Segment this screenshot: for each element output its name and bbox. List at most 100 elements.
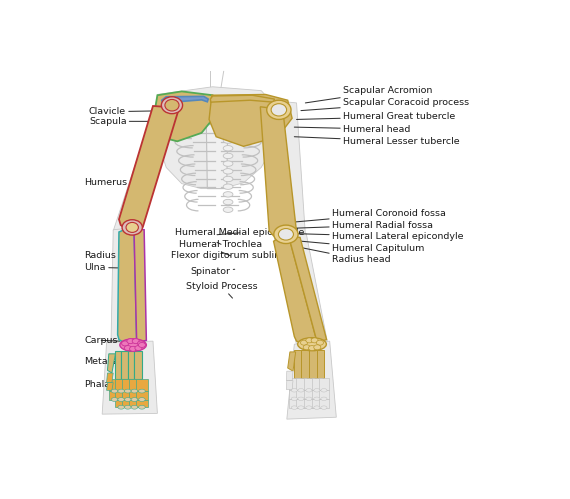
Ellipse shape	[314, 406, 320, 409]
Text: Carpus: Carpus	[84, 336, 120, 345]
Text: Humeral Medial epicondyle: Humeral Medial epicondyle	[175, 228, 304, 238]
Ellipse shape	[306, 397, 312, 401]
Polygon shape	[319, 399, 329, 408]
Ellipse shape	[118, 389, 124, 393]
Polygon shape	[136, 400, 148, 407]
Polygon shape	[319, 378, 329, 390]
Ellipse shape	[131, 398, 138, 402]
Text: Humeral Lateral epicondyle: Humeral Lateral epicondyle	[292, 232, 463, 241]
Ellipse shape	[223, 207, 233, 213]
Polygon shape	[128, 351, 135, 379]
Ellipse shape	[126, 223, 139, 233]
Ellipse shape	[291, 389, 298, 392]
Text: Humeral Lesser tubercle: Humeral Lesser tubercle	[294, 137, 459, 146]
Polygon shape	[115, 391, 127, 400]
Ellipse shape	[124, 398, 131, 402]
Ellipse shape	[223, 130, 233, 136]
Ellipse shape	[139, 389, 145, 393]
Polygon shape	[119, 106, 180, 230]
Ellipse shape	[223, 138, 233, 143]
Ellipse shape	[139, 405, 145, 409]
Text: Humeral Great tubercle: Humeral Great tubercle	[296, 112, 455, 121]
Ellipse shape	[298, 338, 327, 351]
Ellipse shape	[223, 115, 233, 120]
Polygon shape	[111, 227, 144, 343]
Polygon shape	[296, 390, 306, 399]
Ellipse shape	[321, 397, 327, 401]
Polygon shape	[304, 390, 314, 399]
Ellipse shape	[306, 406, 312, 409]
Polygon shape	[296, 378, 306, 390]
Text: Humeral Radial fossa: Humeral Radial fossa	[294, 221, 433, 230]
Polygon shape	[319, 390, 329, 399]
Polygon shape	[107, 383, 113, 390]
Ellipse shape	[306, 338, 313, 343]
Polygon shape	[210, 95, 275, 102]
Ellipse shape	[137, 341, 145, 346]
Ellipse shape	[135, 345, 142, 351]
Ellipse shape	[223, 146, 233, 151]
Polygon shape	[115, 379, 127, 391]
Polygon shape	[129, 400, 140, 407]
Polygon shape	[296, 399, 306, 408]
Polygon shape	[122, 400, 133, 407]
Text: Radius: Radius	[84, 251, 120, 260]
Ellipse shape	[118, 405, 124, 409]
Polygon shape	[304, 378, 314, 390]
Ellipse shape	[122, 220, 142, 235]
Text: Humeral Coronoid fossa: Humeral Coronoid fossa	[294, 209, 446, 222]
Ellipse shape	[161, 97, 182, 114]
Ellipse shape	[111, 398, 118, 402]
Polygon shape	[136, 379, 148, 391]
Ellipse shape	[274, 225, 298, 244]
Ellipse shape	[298, 389, 304, 392]
Text: Humeral Capitulum: Humeral Capitulum	[293, 241, 424, 252]
Polygon shape	[113, 95, 182, 231]
Ellipse shape	[223, 176, 233, 182]
Ellipse shape	[223, 107, 233, 112]
Ellipse shape	[127, 339, 134, 344]
Ellipse shape	[223, 200, 233, 205]
Polygon shape	[162, 96, 208, 103]
Ellipse shape	[124, 405, 131, 409]
Polygon shape	[129, 379, 140, 391]
Text: Radius head: Radius head	[294, 246, 390, 264]
Ellipse shape	[223, 192, 233, 197]
Ellipse shape	[291, 397, 298, 401]
Ellipse shape	[223, 184, 233, 189]
Polygon shape	[289, 378, 300, 390]
Polygon shape	[109, 391, 120, 400]
Ellipse shape	[308, 345, 316, 351]
Polygon shape	[275, 234, 327, 345]
Text: Ulna: Ulna	[84, 263, 128, 272]
Ellipse shape	[321, 389, 327, 392]
Ellipse shape	[139, 342, 145, 347]
Ellipse shape	[306, 389, 312, 392]
Ellipse shape	[120, 339, 146, 351]
Polygon shape	[260, 106, 296, 239]
Ellipse shape	[124, 345, 131, 351]
Polygon shape	[309, 350, 317, 378]
Ellipse shape	[314, 389, 320, 392]
Ellipse shape	[303, 345, 310, 350]
Polygon shape	[122, 391, 133, 400]
Text: Scapula: Scapula	[89, 117, 166, 126]
Polygon shape	[115, 351, 121, 379]
Ellipse shape	[139, 398, 145, 402]
Polygon shape	[131, 228, 146, 342]
Polygon shape	[312, 378, 322, 390]
Polygon shape	[288, 236, 327, 342]
Text: Humeral Trochlea: Humeral Trochlea	[180, 240, 263, 249]
Ellipse shape	[298, 406, 304, 409]
Text: Humerus: Humerus	[84, 178, 131, 187]
Ellipse shape	[131, 389, 138, 393]
Text: Clavicle: Clavicle	[89, 107, 175, 116]
Polygon shape	[102, 341, 157, 414]
Polygon shape	[121, 351, 128, 379]
Ellipse shape	[278, 229, 294, 240]
Polygon shape	[109, 379, 120, 391]
Ellipse shape	[223, 169, 233, 174]
Polygon shape	[312, 399, 322, 408]
Polygon shape	[286, 371, 293, 381]
Ellipse shape	[111, 389, 118, 393]
